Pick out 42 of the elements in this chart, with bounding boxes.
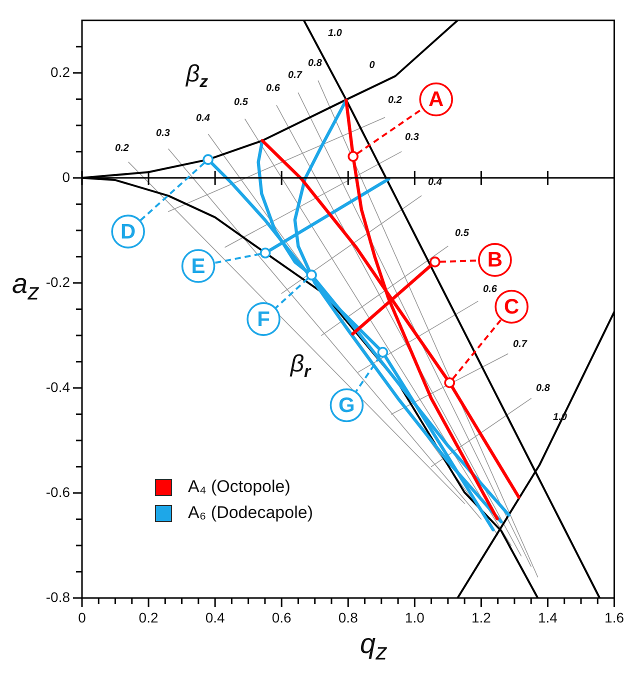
annotation: 0.8 [308,58,322,69]
annotation: 0.6 [266,82,280,94]
annotation: 0.4 [428,176,442,188]
x-tick-label: 1.0 [404,609,425,626]
x-tick-label: 0.4 [205,609,226,626]
y-axis-title: a$_{z}$ [12,268,40,306]
x-tick-label: 0.6 [272,609,292,626]
y-tick-label: 0 [62,168,70,185]
y-tick-label: -0.2 [46,274,70,290]
annotation: E [191,254,206,278]
annotation: B [487,248,503,272]
annotation: G [338,394,355,418]
legend-label: A₆ (Dodecapole) [188,503,313,523]
annotation: C [504,296,520,319]
x-tick-label: 0 [78,609,86,626]
annotation: 0.3 [156,128,170,139]
annotation: D [120,220,136,244]
annotation: 0.8 [536,382,550,394]
annotation: 0.4 [196,112,210,124]
x-tick-label: 1.6 [604,609,624,626]
annotation: 0.6 [483,284,498,295]
annotation: F [257,308,270,331]
x-axis-title: q$_{z}$ [360,628,388,666]
y-tick-label: -0.4 [46,378,70,395]
x-tick-label: 0.8 [338,609,358,626]
annotation: 1.0 [328,28,342,39]
y-tick-label: 0.2 [50,64,70,80]
annotation: 0.2 [388,94,402,106]
y-tick-label: -0.8 [46,588,70,605]
annotation: 0 [369,60,376,71]
annotation: 0.7 [513,338,528,350]
x-tick-label: 0.2 [138,609,158,626]
x-tick-label: 1.2 [471,609,492,626]
annotation: 0.7 [288,70,302,81]
annotation: A [428,88,444,112]
annotation: 0.5 [455,228,470,239]
y-tick-label: -0.6 [46,484,70,500]
legend-label: A₄ (Octopole) [188,477,290,497]
annotation: 0.3 [405,132,420,143]
annotation: 0.5 [234,96,248,108]
x-tick-label: 1.4 [538,609,558,626]
annotation: 0.2 [115,142,130,154]
